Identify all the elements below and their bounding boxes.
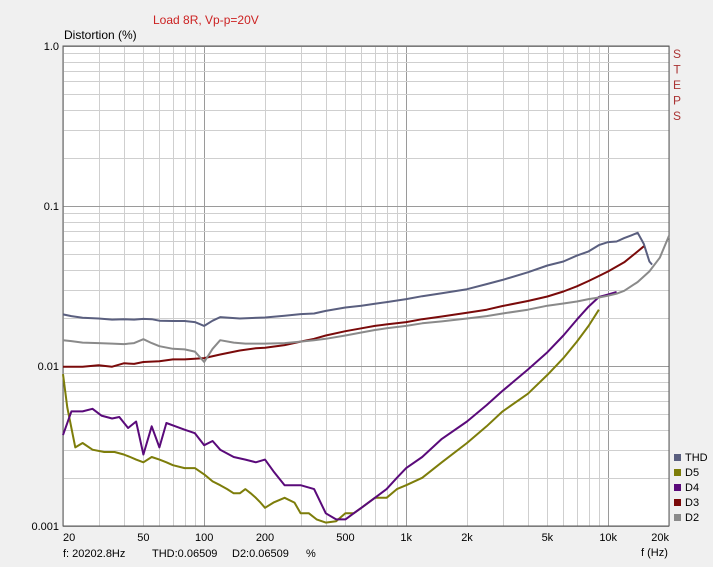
legend-label-d5: D5	[685, 467, 699, 479]
legend-swatch-d2	[674, 514, 681, 521]
status-unit: %	[306, 548, 316, 560]
steps-letter: T	[673, 63, 681, 77]
x-tick-label: 200	[256, 532, 274, 544]
y-tick-label: 0.001	[31, 521, 59, 533]
legend-swatch-thd	[674, 454, 681, 461]
series-line-d5	[62, 309, 600, 524]
steps-letter: P	[673, 94, 681, 108]
x-tick-label: 100	[195, 532, 213, 544]
legend-label-d2: D2	[685, 512, 699, 524]
series-line-d2	[62, 235, 670, 363]
x-tick-label: 10k	[599, 532, 617, 544]
status-thd: THD:0.06509	[152, 548, 217, 560]
x-tick-labels: 20 50 100 200 500 1k 2k 5k 10k 20k	[63, 532, 669, 544]
y-tick-label: 0.1	[44, 201, 59, 213]
x-tick-label: 1k	[400, 532, 412, 544]
x-tick-label: 5k	[542, 532, 554, 544]
legend-label-d3: D3	[685, 497, 699, 509]
y-tick-labels: 1.0 0.1 0.01 0.001	[31, 41, 59, 533]
series-line-d3	[63, 245, 645, 368]
x-tick-label: 50	[137, 532, 149, 544]
steps-letter: E	[673, 78, 681, 92]
legend-swatch-d3	[674, 499, 681, 506]
status-bar: f: 20202.8Hz THD:0.06509 D2:0.06509 %	[63, 548, 316, 560]
y-tick-label: 0.01	[38, 361, 59, 373]
steps-letter: S	[673, 109, 681, 123]
status-d2: D2:0.06509	[232, 548, 289, 560]
legend: THD D5 D4 D3 D2	[674, 452, 708, 524]
plot-frame	[62, 45, 670, 527]
steps-letter: S	[673, 47, 681, 61]
chart-title: Load 8R, Vp-p=20V	[153, 13, 259, 27]
series-layer	[62, 231, 670, 524]
x-axis-label: f (Hz)	[641, 547, 668, 559]
status-frequency: f: 20202.8Hz	[63, 548, 125, 560]
x-tick-label: 2k	[461, 532, 473, 544]
y-axis-label: Distortion (%)	[64, 28, 137, 42]
legend-label-d4: D4	[685, 482, 699, 494]
grid	[63, 46, 670, 527]
legend-swatch-d4	[674, 484, 681, 491]
series-line-thd	[62, 231, 653, 327]
legend-label-thd: THD	[685, 452, 708, 464]
plot-area	[63, 46, 669, 526]
y-tick-label: 1.0	[44, 41, 59, 53]
series-line-d4	[62, 291, 617, 521]
x-tick-label: 500	[336, 532, 354, 544]
x-tick-label: 20	[63, 532, 75, 544]
legend-swatch-d5	[674, 469, 681, 476]
x-tick-label: 20k	[651, 532, 669, 544]
